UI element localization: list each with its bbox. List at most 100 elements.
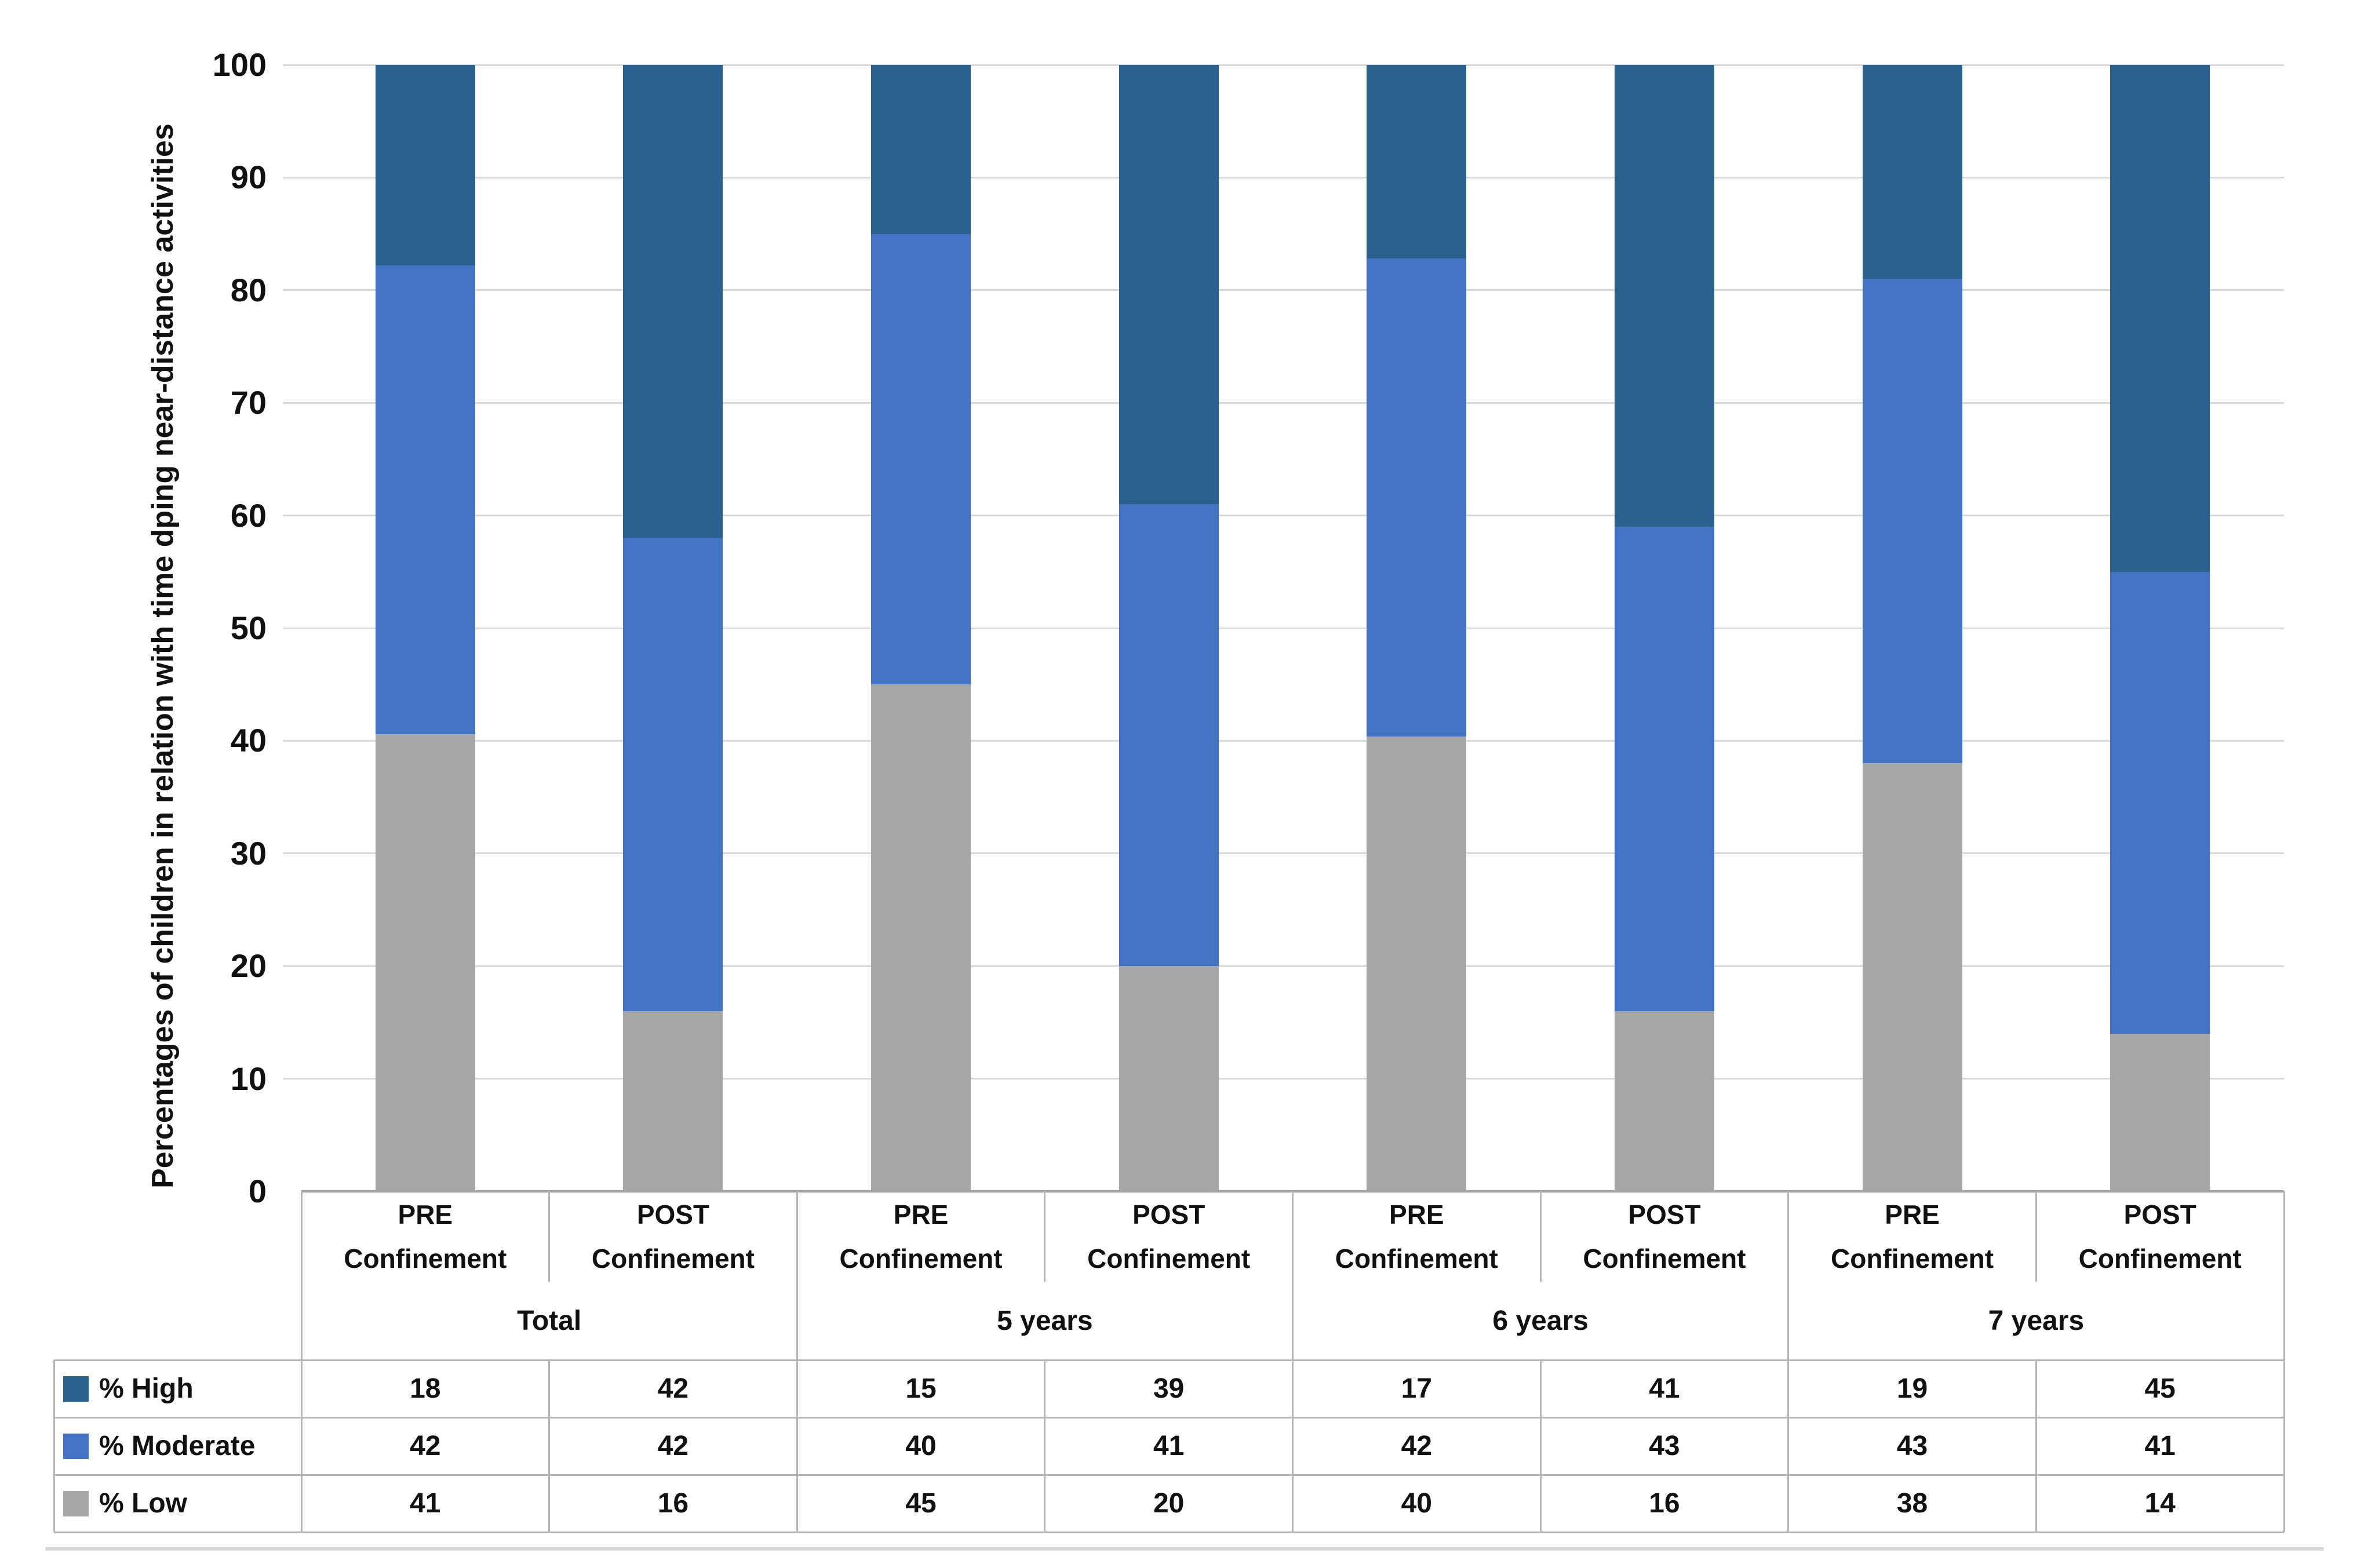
table-header-cell: POST Confinement xyxy=(1045,1191,1293,1282)
gridline xyxy=(283,852,2284,855)
bar-segment-low xyxy=(375,734,475,1191)
y-tick-label: 50 xyxy=(230,610,267,646)
table-value-cell: 45 xyxy=(2144,1373,2176,1404)
table-value-cell: 42 xyxy=(657,1431,689,1461)
table-header-cell: POST Confinement xyxy=(549,1191,797,1282)
gridline xyxy=(283,64,2284,66)
bar-segment-high xyxy=(1614,65,1714,527)
table-header-line1: POST xyxy=(1132,1199,1205,1230)
legend-row-label: % Low xyxy=(54,1475,301,1532)
table-value-cell: 41 xyxy=(410,1488,441,1519)
table-value-cell: 14 xyxy=(2144,1488,2176,1519)
table-border-line xyxy=(54,1359,2284,1361)
table-group-cell: 7 years xyxy=(1988,1306,2085,1336)
y-tick-label: 30 xyxy=(230,834,267,871)
table-header-line2: Confinement xyxy=(1087,1244,1251,1274)
table-value-cell: 42 xyxy=(1401,1431,1432,1461)
table-value-cell: 40 xyxy=(1401,1488,1432,1519)
table-border-line xyxy=(53,1360,55,1532)
legend-series-name: % Moderate xyxy=(99,1431,256,1461)
table-value-cell: 16 xyxy=(1649,1488,1680,1519)
bar-segment-high xyxy=(375,65,475,266)
legend-color-chip xyxy=(63,1433,89,1459)
bar-segment-moderate xyxy=(1614,527,1714,1011)
table-border-line xyxy=(1787,1191,1790,1532)
bar-segment-moderate xyxy=(1119,504,1219,967)
bar-segment-high xyxy=(1367,65,1467,258)
bar-segment-high xyxy=(871,65,971,234)
bar-segment-low xyxy=(1614,1011,1714,1191)
table-header-line1: POST xyxy=(1628,1199,1701,1230)
table-header-line1: PRE xyxy=(893,1199,949,1230)
gridline xyxy=(283,402,2284,404)
gridline xyxy=(283,739,2284,742)
table-value-cell: 42 xyxy=(410,1431,441,1461)
table-value-cell: 42 xyxy=(657,1373,689,1404)
table-header-cell: POST Confinement xyxy=(2036,1191,2284,1282)
legend-color-chip xyxy=(63,1490,89,1516)
table-value-cell: 43 xyxy=(1649,1431,1680,1461)
table-header-line2: Confinement xyxy=(1831,1244,1994,1274)
table-header-line2: Confinement xyxy=(2078,1244,2242,1274)
table-value-cell: 19 xyxy=(1896,1373,1928,1404)
table-border-line xyxy=(300,1191,303,1532)
bar-segment-high xyxy=(623,65,723,538)
table-border-line xyxy=(2035,1360,2037,1532)
y-tick-label: 80 xyxy=(230,271,267,308)
table-header-cell: PRE Confinement xyxy=(797,1191,1045,1282)
table-group-cell: Total xyxy=(517,1306,582,1336)
bar-segment-moderate xyxy=(2110,571,2210,1034)
table-header-line2: Confinement xyxy=(591,1244,755,1274)
table-value-cell: 18 xyxy=(410,1373,441,1404)
gridline xyxy=(283,965,2284,967)
table-value-cell: 41 xyxy=(1649,1373,1680,1404)
table-value-cell: 43 xyxy=(1896,1431,1928,1461)
bar-segment-high xyxy=(1119,65,1219,505)
table-value-cell: 41 xyxy=(1153,1431,1185,1461)
gridline xyxy=(283,515,2284,517)
table-border-line xyxy=(54,1416,2284,1419)
table-value-cell: 16 xyxy=(657,1488,689,1519)
bar-segment-low xyxy=(623,1011,723,1191)
table-border-line xyxy=(2035,1191,2037,1282)
legend-series-name: % Low xyxy=(99,1488,187,1519)
bar-segment-high xyxy=(1862,65,1962,279)
y-tick-label: 40 xyxy=(230,722,267,759)
table-header-cell: PRE Confinement xyxy=(1293,1191,1541,1282)
table-border-line xyxy=(54,1531,2284,1533)
table-group-cell: 6 years xyxy=(1492,1306,1589,1336)
table-border-line xyxy=(548,1360,551,1532)
table-header-line2: Confinement xyxy=(1583,1244,1746,1274)
y-tick-label: 60 xyxy=(230,497,267,534)
bar-segment-moderate xyxy=(871,234,971,685)
gridline xyxy=(283,627,2284,629)
gridline xyxy=(283,1078,2284,1080)
table-border-line xyxy=(54,1474,2284,1476)
bar-segment-low xyxy=(1367,736,1467,1191)
table-header-line2: Confinement xyxy=(1335,1244,1498,1274)
table-border-line xyxy=(1044,1360,1046,1532)
bar-segment-low xyxy=(1119,966,1219,1191)
table-value-cell: 39 xyxy=(1153,1373,1185,1404)
y-tick-label: 10 xyxy=(230,1060,267,1097)
y-tick-label: 90 xyxy=(230,159,267,196)
table-border-line xyxy=(548,1191,551,1282)
table-header-line1: PRE xyxy=(398,1199,453,1230)
table-header-cell: PRE Confinement xyxy=(1788,1191,2037,1282)
table-header-line2: Confinement xyxy=(344,1244,507,1274)
legend-series-name: % High xyxy=(99,1373,194,1404)
table-value-cell: 20 xyxy=(1153,1488,1185,1519)
table-value-cell: 38 xyxy=(1896,1488,1928,1519)
table-value-cell: 17 xyxy=(1401,1373,1432,1404)
table-border-line xyxy=(2283,1191,2285,1532)
table-header-line1: PRE xyxy=(1389,1199,1444,1230)
legend-row-label: % High xyxy=(54,1360,301,1417)
table-header-line1: POST xyxy=(636,1199,710,1230)
gridline xyxy=(283,176,2284,178)
bar-segment-moderate xyxy=(623,538,723,1011)
bar-segment-low xyxy=(1862,763,1962,1191)
bar-segment-moderate xyxy=(375,265,475,734)
table-header-line2: Confinement xyxy=(839,1244,1003,1274)
bar-segment-low xyxy=(871,684,971,1191)
